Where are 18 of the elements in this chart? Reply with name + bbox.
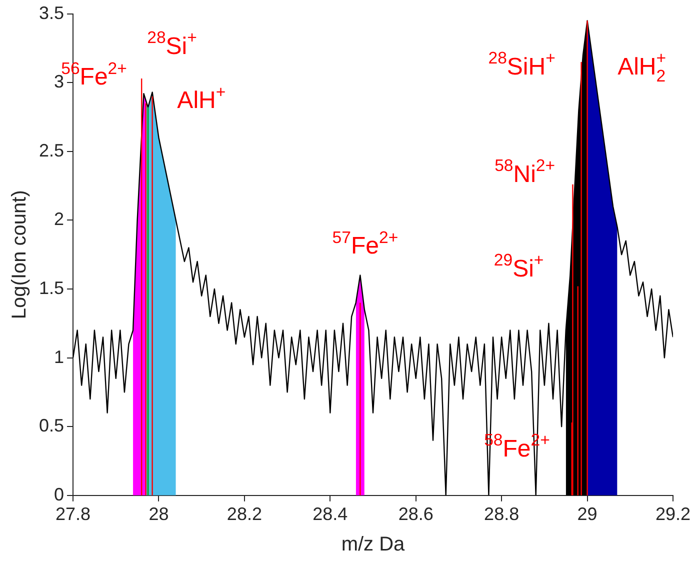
- x-tick-label: 29.2: [655, 504, 691, 524]
- x-tick-label: 28.2: [226, 504, 262, 524]
- y-tick-label: 2.5: [38, 140, 64, 160]
- y-tick-label: 0.5: [38, 416, 64, 436]
- annotation: AlH+: [177, 82, 226, 114]
- y-tick-label: 1.5: [38, 278, 64, 298]
- y-tick-label: 0: [54, 484, 64, 504]
- x-tick-label: 28.8: [484, 504, 520, 524]
- y-tick-label: 1: [54, 346, 64, 367]
- y-axis-title: Log(Ion count): [8, 190, 31, 320]
- x-tick-label: 28.6: [398, 504, 434, 524]
- x-tick-label: 27.8: [56, 504, 91, 524]
- x-tick-label: 28: [148, 504, 169, 524]
- x-axis-title: m/z Da: [341, 534, 406, 556]
- x-tick-label: 29: [577, 504, 598, 524]
- y-tick-label: 3.5: [38, 2, 64, 23]
- x-tick-label: 28.4: [312, 504, 348, 524]
- y-tick-label: 2: [54, 209, 64, 230]
